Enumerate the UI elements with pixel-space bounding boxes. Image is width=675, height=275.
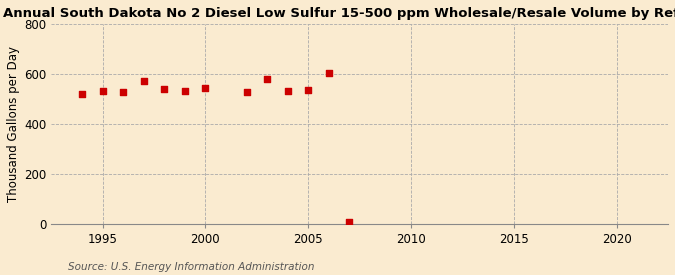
Point: [138, 79, 149, 83]
Point: [180, 89, 190, 93]
Point: [77, 92, 88, 97]
Point: [200, 86, 211, 90]
Point: [241, 90, 252, 94]
Point: [344, 220, 355, 224]
Y-axis label: Thousand Gallons per Day: Thousand Gallons per Day: [7, 46, 20, 202]
Point: [117, 90, 128, 94]
Point: [323, 71, 334, 76]
Point: [159, 87, 169, 92]
Text: Source: U.S. Energy Information Administration: Source: U.S. Energy Information Administ…: [68, 262, 314, 272]
Title: Annual South Dakota No 2 Diesel Low Sulfur 15-500 ppm Wholesale/Resale Volume by: Annual South Dakota No 2 Diesel Low Sulf…: [3, 7, 675, 20]
Point: [262, 77, 273, 81]
Point: [282, 89, 293, 93]
Point: [303, 88, 314, 92]
Point: [97, 89, 108, 94]
